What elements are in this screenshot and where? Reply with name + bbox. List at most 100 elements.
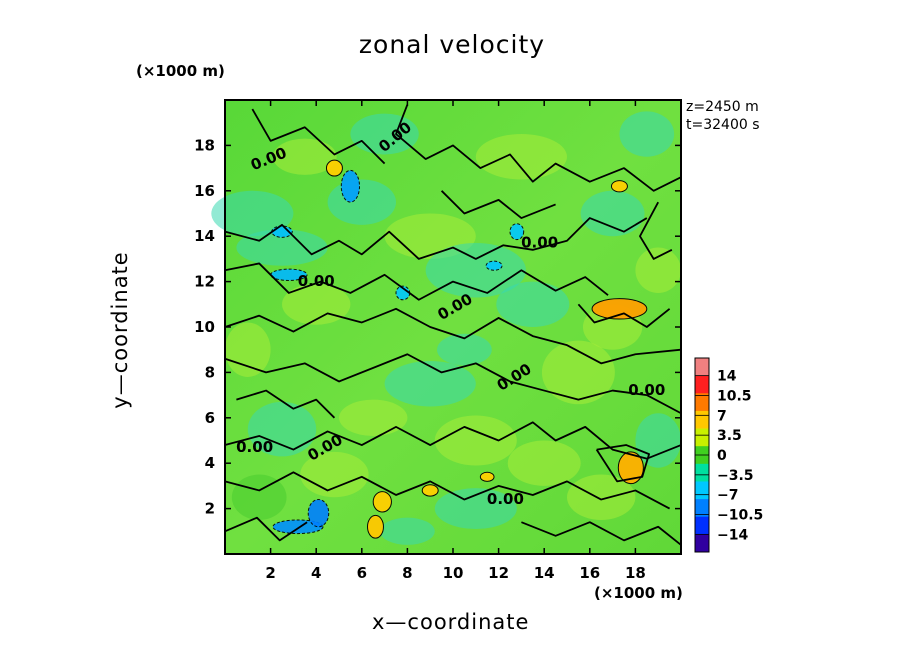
field-region: [372, 491, 392, 513]
x-tick-label: 2: [265, 564, 275, 582]
contour-line: [440, 190, 556, 219]
colorbar-label: 7: [717, 408, 727, 424]
chart-title: zonal velocity: [358, 30, 546, 59]
field-region: [340, 169, 361, 203]
contour-value-label: 0.00: [521, 234, 558, 252]
y-tick-label: 6: [205, 409, 215, 427]
field-region: [434, 415, 517, 466]
contour-line: [224, 516, 308, 542]
field-region: [236, 229, 328, 266]
field-region: [421, 484, 439, 497]
colorbar-label: 10.5: [717, 388, 752, 404]
y-tick-label: 12: [194, 273, 215, 291]
field-region: [350, 113, 419, 155]
colorbar-swatch: [695, 375, 709, 394]
time-annotation: t=32400 s: [686, 117, 760, 133]
y-tick-label: 4: [205, 454, 215, 472]
x-unit-label: (×1000 m): [594, 584, 683, 602]
field-region: [272, 519, 324, 535]
field-region: [619, 111, 675, 157]
colorbar-swatch: [695, 534, 709, 553]
field-region: [384, 361, 476, 407]
field-region: [231, 474, 287, 520]
x-tick-label: 8: [402, 564, 412, 582]
y-tick-label: 14: [194, 227, 215, 245]
field-region: [272, 138, 337, 175]
colorbar-swatch: [695, 358, 709, 376]
zero-contours: [224, 104, 682, 546]
colorbar-swatch: [695, 516, 709, 535]
contour-line: [224, 307, 682, 365]
field-region: [541, 340, 615, 405]
contour-line: [521, 521, 682, 546]
z-level-annotation: z=2450 m: [686, 99, 759, 115]
y-tick-label: 8: [205, 363, 215, 381]
field-regions: [211, 111, 681, 545]
x-tick-label: 10: [443, 564, 464, 582]
colorbar-label: −10.5: [717, 508, 763, 524]
field-region: [225, 322, 271, 377]
field-region: [617, 451, 644, 485]
contour-line: [577, 303, 671, 328]
field-region: [591, 298, 648, 320]
contour-line: [251, 108, 386, 165]
field-region: [211, 190, 294, 237]
contour-line: [224, 262, 609, 301]
field-region: [437, 333, 492, 366]
x-axis: 2 4 6 8 10 12 14 16 18: [265, 100, 646, 582]
x-tick-label: 6: [357, 564, 367, 582]
field-region: [610, 180, 628, 193]
field-region: [339, 399, 408, 436]
field-region: [327, 179, 396, 225]
contour-value-label: 0.00: [236, 438, 273, 456]
contour-line: [595, 444, 650, 483]
colorbar-swatch: [695, 499, 709, 518]
field-region: [567, 474, 636, 520]
colorbar-swatch: [695, 481, 709, 500]
field-region: [496, 281, 570, 327]
contour-line: [639, 201, 673, 260]
contour-line: [224, 421, 682, 460]
colorbar-swatch: [695, 393, 709, 412]
x-tick-label: 12: [488, 564, 509, 582]
colorbar-label: −14: [717, 527, 748, 543]
y-axis: 2 4 6 8 10 12 14 16 18: [194, 136, 681, 518]
colorbar-label: −3.5: [717, 468, 754, 484]
contour-line: [224, 353, 682, 415]
field-region: [479, 471, 495, 482]
colorbar: 14 10.5 7 3.5 0 −3.5 −7 −10.5 −14: [694, 357, 763, 553]
field-region: [325, 159, 343, 177]
field-region: [580, 190, 645, 237]
y-tick-label: 16: [194, 182, 215, 200]
field-region: [635, 413, 681, 468]
field-region: [270, 268, 308, 281]
contour-value-label: 0.00: [298, 272, 335, 290]
colorbar-label: 0: [717, 448, 727, 464]
y-tick-label: 18: [194, 136, 215, 154]
colorbar-label: −7: [717, 488, 738, 504]
field-region: [247, 401, 317, 457]
x-tick-label: 16: [579, 564, 600, 582]
contour-value-label: 0.00: [628, 381, 665, 399]
field-region: [507, 440, 581, 486]
contour-line: [236, 389, 336, 419]
colorbar-swatch: [695, 410, 709, 429]
x-tick-label: 4: [311, 564, 321, 582]
field-region: [307, 499, 330, 528]
colorbar-swatch: [695, 463, 709, 482]
field-region: [485, 260, 503, 271]
field-region: [367, 514, 384, 539]
x-axis-title: x—coordinate: [372, 610, 530, 634]
colorbar-label: 14: [717, 369, 737, 385]
contour-line: [224, 217, 648, 260]
field-region: [635, 247, 681, 293]
field-region: [475, 134, 567, 180]
contour-line: [395, 104, 682, 192]
contour-labels: 0.000.000.000.000.000.00 0.000.00 0.000.00: [236, 118, 665, 508]
contour-value-label: 0.00: [487, 490, 524, 508]
y-unit-label: (×1000 m): [136, 62, 225, 80]
field-region: [509, 223, 525, 241]
y-tick-label: 10: [194, 318, 215, 336]
